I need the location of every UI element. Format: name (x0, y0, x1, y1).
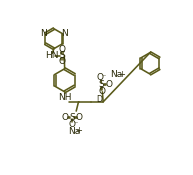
Text: NH: NH (58, 93, 71, 103)
Text: HN: HN (45, 51, 58, 60)
Text: S: S (99, 80, 104, 89)
Text: N: N (40, 29, 47, 38)
Text: O: O (96, 74, 104, 82)
Text: Na: Na (68, 127, 80, 136)
Text: O: O (59, 57, 66, 66)
Text: S: S (69, 113, 75, 122)
Text: O: O (69, 120, 76, 129)
Text: ⁻: ⁻ (102, 73, 106, 82)
Text: +: + (75, 126, 82, 135)
Text: Na: Na (110, 70, 122, 79)
Text: O: O (59, 45, 66, 54)
Text: O: O (62, 113, 69, 122)
Text: N: N (61, 29, 68, 38)
Text: +: + (118, 70, 125, 79)
Text: O: O (105, 80, 112, 89)
Text: ⁻: ⁻ (73, 119, 78, 128)
Text: O: O (76, 113, 83, 122)
Text: D: D (96, 95, 102, 104)
Text: S: S (59, 51, 65, 60)
Text: O: O (98, 87, 105, 96)
